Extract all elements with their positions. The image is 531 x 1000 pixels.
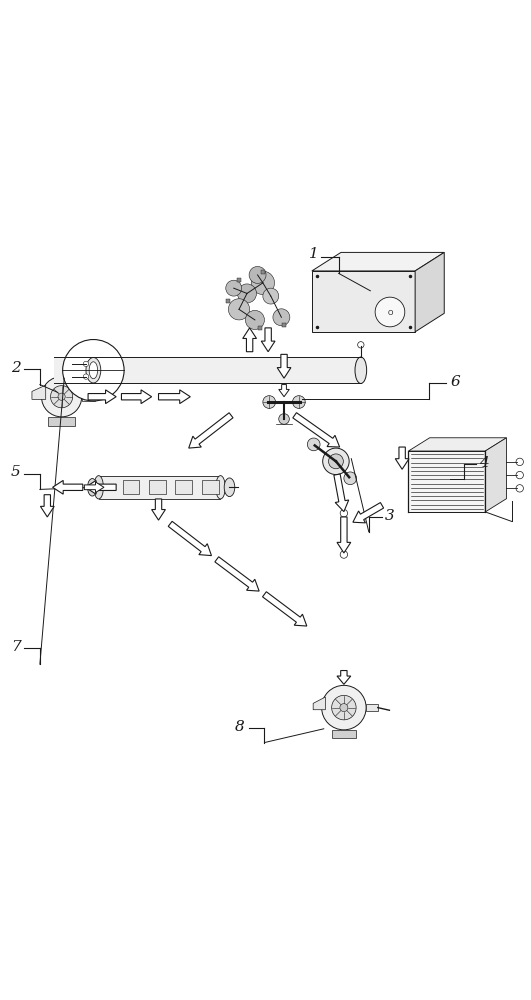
Circle shape — [322, 685, 366, 730]
Polygon shape — [337, 671, 351, 684]
Circle shape — [83, 374, 89, 379]
Circle shape — [358, 342, 364, 348]
Bar — [366, 704, 378, 711]
Bar — [123, 480, 140, 494]
Circle shape — [237, 284, 256, 303]
Circle shape — [323, 448, 349, 475]
Polygon shape — [262, 592, 307, 626]
Circle shape — [228, 299, 250, 320]
Polygon shape — [279, 385, 289, 397]
Circle shape — [516, 485, 524, 492]
Circle shape — [307, 438, 320, 451]
Polygon shape — [485, 438, 507, 512]
Polygon shape — [215, 557, 259, 591]
Polygon shape — [313, 697, 326, 710]
Bar — [175, 480, 192, 494]
Polygon shape — [152, 499, 165, 520]
Circle shape — [273, 309, 290, 326]
Circle shape — [263, 288, 279, 304]
Circle shape — [63, 340, 124, 401]
Polygon shape — [312, 271, 415, 332]
Polygon shape — [337, 517, 351, 553]
Polygon shape — [334, 474, 349, 512]
Circle shape — [41, 377, 82, 417]
Polygon shape — [53, 480, 83, 494]
Polygon shape — [189, 413, 233, 448]
Circle shape — [279, 414, 289, 424]
Polygon shape — [88, 390, 116, 404]
Text: O: O — [387, 310, 392, 316]
Polygon shape — [395, 447, 409, 469]
Circle shape — [83, 361, 89, 367]
Text: 8: 8 — [235, 720, 245, 734]
Text: 6: 6 — [450, 375, 460, 389]
Ellipse shape — [224, 478, 235, 497]
Bar — [82, 392, 95, 401]
Circle shape — [58, 393, 65, 400]
Polygon shape — [261, 328, 275, 352]
Bar — [99, 476, 220, 499]
Bar — [202, 480, 219, 494]
Ellipse shape — [355, 357, 367, 383]
Polygon shape — [312, 252, 444, 271]
Polygon shape — [32, 385, 46, 399]
Text: 2: 2 — [11, 361, 20, 375]
Polygon shape — [48, 417, 75, 426]
Circle shape — [340, 510, 348, 517]
Ellipse shape — [86, 358, 101, 383]
Circle shape — [344, 472, 357, 485]
Polygon shape — [353, 503, 383, 523]
Ellipse shape — [88, 479, 97, 496]
Polygon shape — [408, 438, 507, 451]
Circle shape — [332, 695, 356, 720]
Polygon shape — [122, 390, 152, 404]
Polygon shape — [85, 480, 116, 494]
Circle shape — [375, 297, 405, 327]
Text: 1: 1 — [310, 247, 319, 261]
Circle shape — [516, 471, 524, 479]
Ellipse shape — [216, 476, 225, 499]
Circle shape — [50, 386, 73, 408]
Polygon shape — [332, 730, 356, 738]
Polygon shape — [168, 521, 211, 556]
Text: 5: 5 — [11, 465, 20, 479]
Bar — [54, 357, 361, 383]
Circle shape — [329, 454, 344, 469]
Ellipse shape — [89, 362, 98, 379]
Polygon shape — [408, 451, 485, 512]
Polygon shape — [415, 252, 444, 332]
Polygon shape — [243, 328, 256, 352]
Polygon shape — [277, 354, 291, 378]
Circle shape — [226, 280, 242, 296]
Polygon shape — [159, 390, 190, 404]
Polygon shape — [84, 482, 104, 493]
Circle shape — [263, 396, 276, 408]
Circle shape — [245, 310, 264, 329]
Circle shape — [249, 266, 266, 283]
Text: 7: 7 — [11, 640, 20, 654]
Polygon shape — [293, 413, 340, 447]
Circle shape — [293, 396, 305, 408]
Text: 4: 4 — [479, 456, 489, 470]
Polygon shape — [40, 495, 54, 517]
Text: 3: 3 — [385, 509, 395, 523]
Circle shape — [340, 551, 348, 558]
Circle shape — [516, 458, 524, 466]
Circle shape — [340, 704, 348, 712]
Ellipse shape — [94, 476, 104, 499]
Circle shape — [251, 271, 275, 295]
Bar — [149, 480, 166, 494]
